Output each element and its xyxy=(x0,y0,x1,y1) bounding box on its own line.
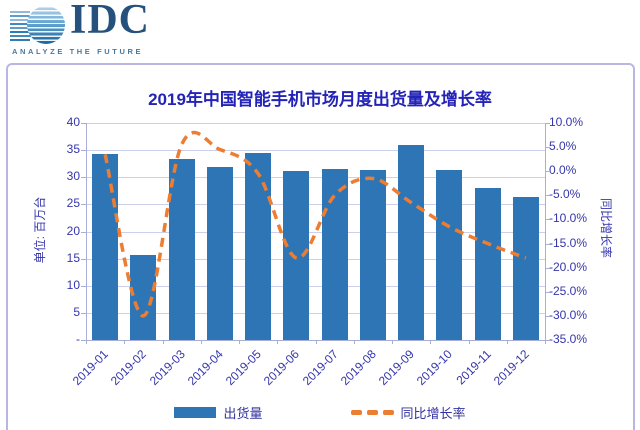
left-axis-tick-label: 10 xyxy=(66,277,80,292)
legend-label-growth: 同比增长率 xyxy=(400,406,466,421)
left-axis-tick xyxy=(81,231,86,233)
right-axis-tick xyxy=(545,267,550,269)
speed-line xyxy=(10,11,30,13)
right-axis-tick xyxy=(545,123,550,124)
left-axis-tick xyxy=(81,340,86,341)
legend-item-shipments: 出货量 xyxy=(174,403,263,422)
speed-line xyxy=(10,31,36,33)
idc-logo: IDC ANALYZE THE FUTURE xyxy=(10,0,180,57)
bar-2019-01 xyxy=(92,153,119,340)
right-axis-tick xyxy=(545,315,550,317)
x-axis-tick xyxy=(277,340,279,344)
x-axis-tick xyxy=(200,340,202,344)
right-axis-title: 同比增长率 xyxy=(599,197,613,258)
x-axis-tick xyxy=(315,340,317,344)
legend-label-shipments: 出货量 xyxy=(223,406,263,421)
x-axis-tick xyxy=(392,340,393,344)
right-axis-tick xyxy=(545,291,550,293)
bar-2019-06 xyxy=(283,171,310,340)
bar-2019-10 xyxy=(436,170,463,340)
left-axis-tick xyxy=(81,312,86,314)
x-axis-tick xyxy=(506,340,508,344)
gridline xyxy=(86,150,545,152)
left-axis-tick-label: 20 xyxy=(66,223,80,238)
gridline xyxy=(86,177,545,179)
legend-item-growth: 同比增长率 xyxy=(350,403,466,422)
right-axis-tick-label: 0.0% xyxy=(549,163,577,178)
left-axis-tick xyxy=(81,123,86,124)
right-axis-tick-label: -15.0% xyxy=(549,235,588,250)
globe-icon xyxy=(27,6,65,44)
x-axis-tick xyxy=(430,340,432,344)
speed-line xyxy=(10,27,38,29)
bar-2019-09 xyxy=(398,144,425,340)
right-axis-tick xyxy=(545,243,550,245)
left-axis-tick-label: 40 xyxy=(66,115,80,129)
legend: 出货量 同比增长率 xyxy=(0,403,640,422)
left-axis-line xyxy=(86,123,87,340)
chart-title: 2019年中国智能手机市场月度出货量及增长率 xyxy=(148,90,492,109)
left-axis-tick xyxy=(81,258,86,260)
x-axis-tick xyxy=(545,340,546,344)
left-axis-tick-label: 30 xyxy=(66,169,80,184)
right-axis-tick-label: -20.0% xyxy=(549,259,588,274)
bar-2019-05 xyxy=(245,152,272,340)
right-axis-tick-label: 10.0% xyxy=(549,115,584,129)
speed-line xyxy=(10,23,38,25)
line-series-swatch xyxy=(350,410,394,415)
bar-series-swatch xyxy=(174,407,217,418)
speed-line xyxy=(10,35,34,37)
bar-2019-07 xyxy=(321,169,348,340)
left-axis-tick xyxy=(81,204,86,206)
right-axis-tick xyxy=(545,195,550,197)
right-axis-tick-label: 5.0% xyxy=(549,139,577,154)
right-axis-tick xyxy=(545,219,550,221)
left-axis-tick-label: 35 xyxy=(66,142,80,157)
right-axis-line xyxy=(545,123,546,340)
right-axis-tick-label: -30.0% xyxy=(549,307,588,322)
left-axis-tick-label: 5 xyxy=(73,304,80,319)
left-axis-tick xyxy=(81,285,86,287)
right-axis-tick-label: -35.0% xyxy=(549,332,588,346)
bar-2019-11 xyxy=(474,188,501,340)
left-axis-tick-label: - xyxy=(76,332,80,346)
speed-line xyxy=(10,15,34,17)
right-axis-tick xyxy=(545,340,550,341)
right-axis-tick xyxy=(545,171,550,173)
gridline xyxy=(86,123,545,124)
x-axis-tick xyxy=(124,340,126,344)
right-axis-tick-label: -5.0% xyxy=(549,187,581,202)
speed-line xyxy=(10,39,30,41)
speed-line xyxy=(10,19,36,21)
bar-2019-12 xyxy=(512,197,539,340)
left-axis-tick-label: 15 xyxy=(66,250,80,265)
bar-2019-04 xyxy=(206,167,233,340)
bar-2019-08 xyxy=(359,170,386,340)
right-axis-tick-label: -10.0% xyxy=(549,211,588,226)
left-axis-tick xyxy=(81,177,86,179)
bar-2019-03 xyxy=(168,159,195,340)
x-axis-tick xyxy=(239,340,240,344)
logo-tagline: ANALYZE THE FUTURE xyxy=(12,47,144,56)
x-axis-tick xyxy=(86,340,87,344)
right-axis-tick xyxy=(545,147,550,149)
bar-2019-02 xyxy=(130,254,157,340)
left-axis-title: 单位: 百万台 xyxy=(33,196,47,264)
x-axis-tick xyxy=(353,340,355,344)
x-axis-tick xyxy=(162,340,164,344)
left-axis-tick xyxy=(81,150,86,152)
left-axis-tick-label: 25 xyxy=(66,196,80,211)
x-axis-tick xyxy=(468,340,470,344)
logo-brand-text: IDC xyxy=(70,0,151,43)
right-axis-tick-label: -25.0% xyxy=(549,283,588,298)
